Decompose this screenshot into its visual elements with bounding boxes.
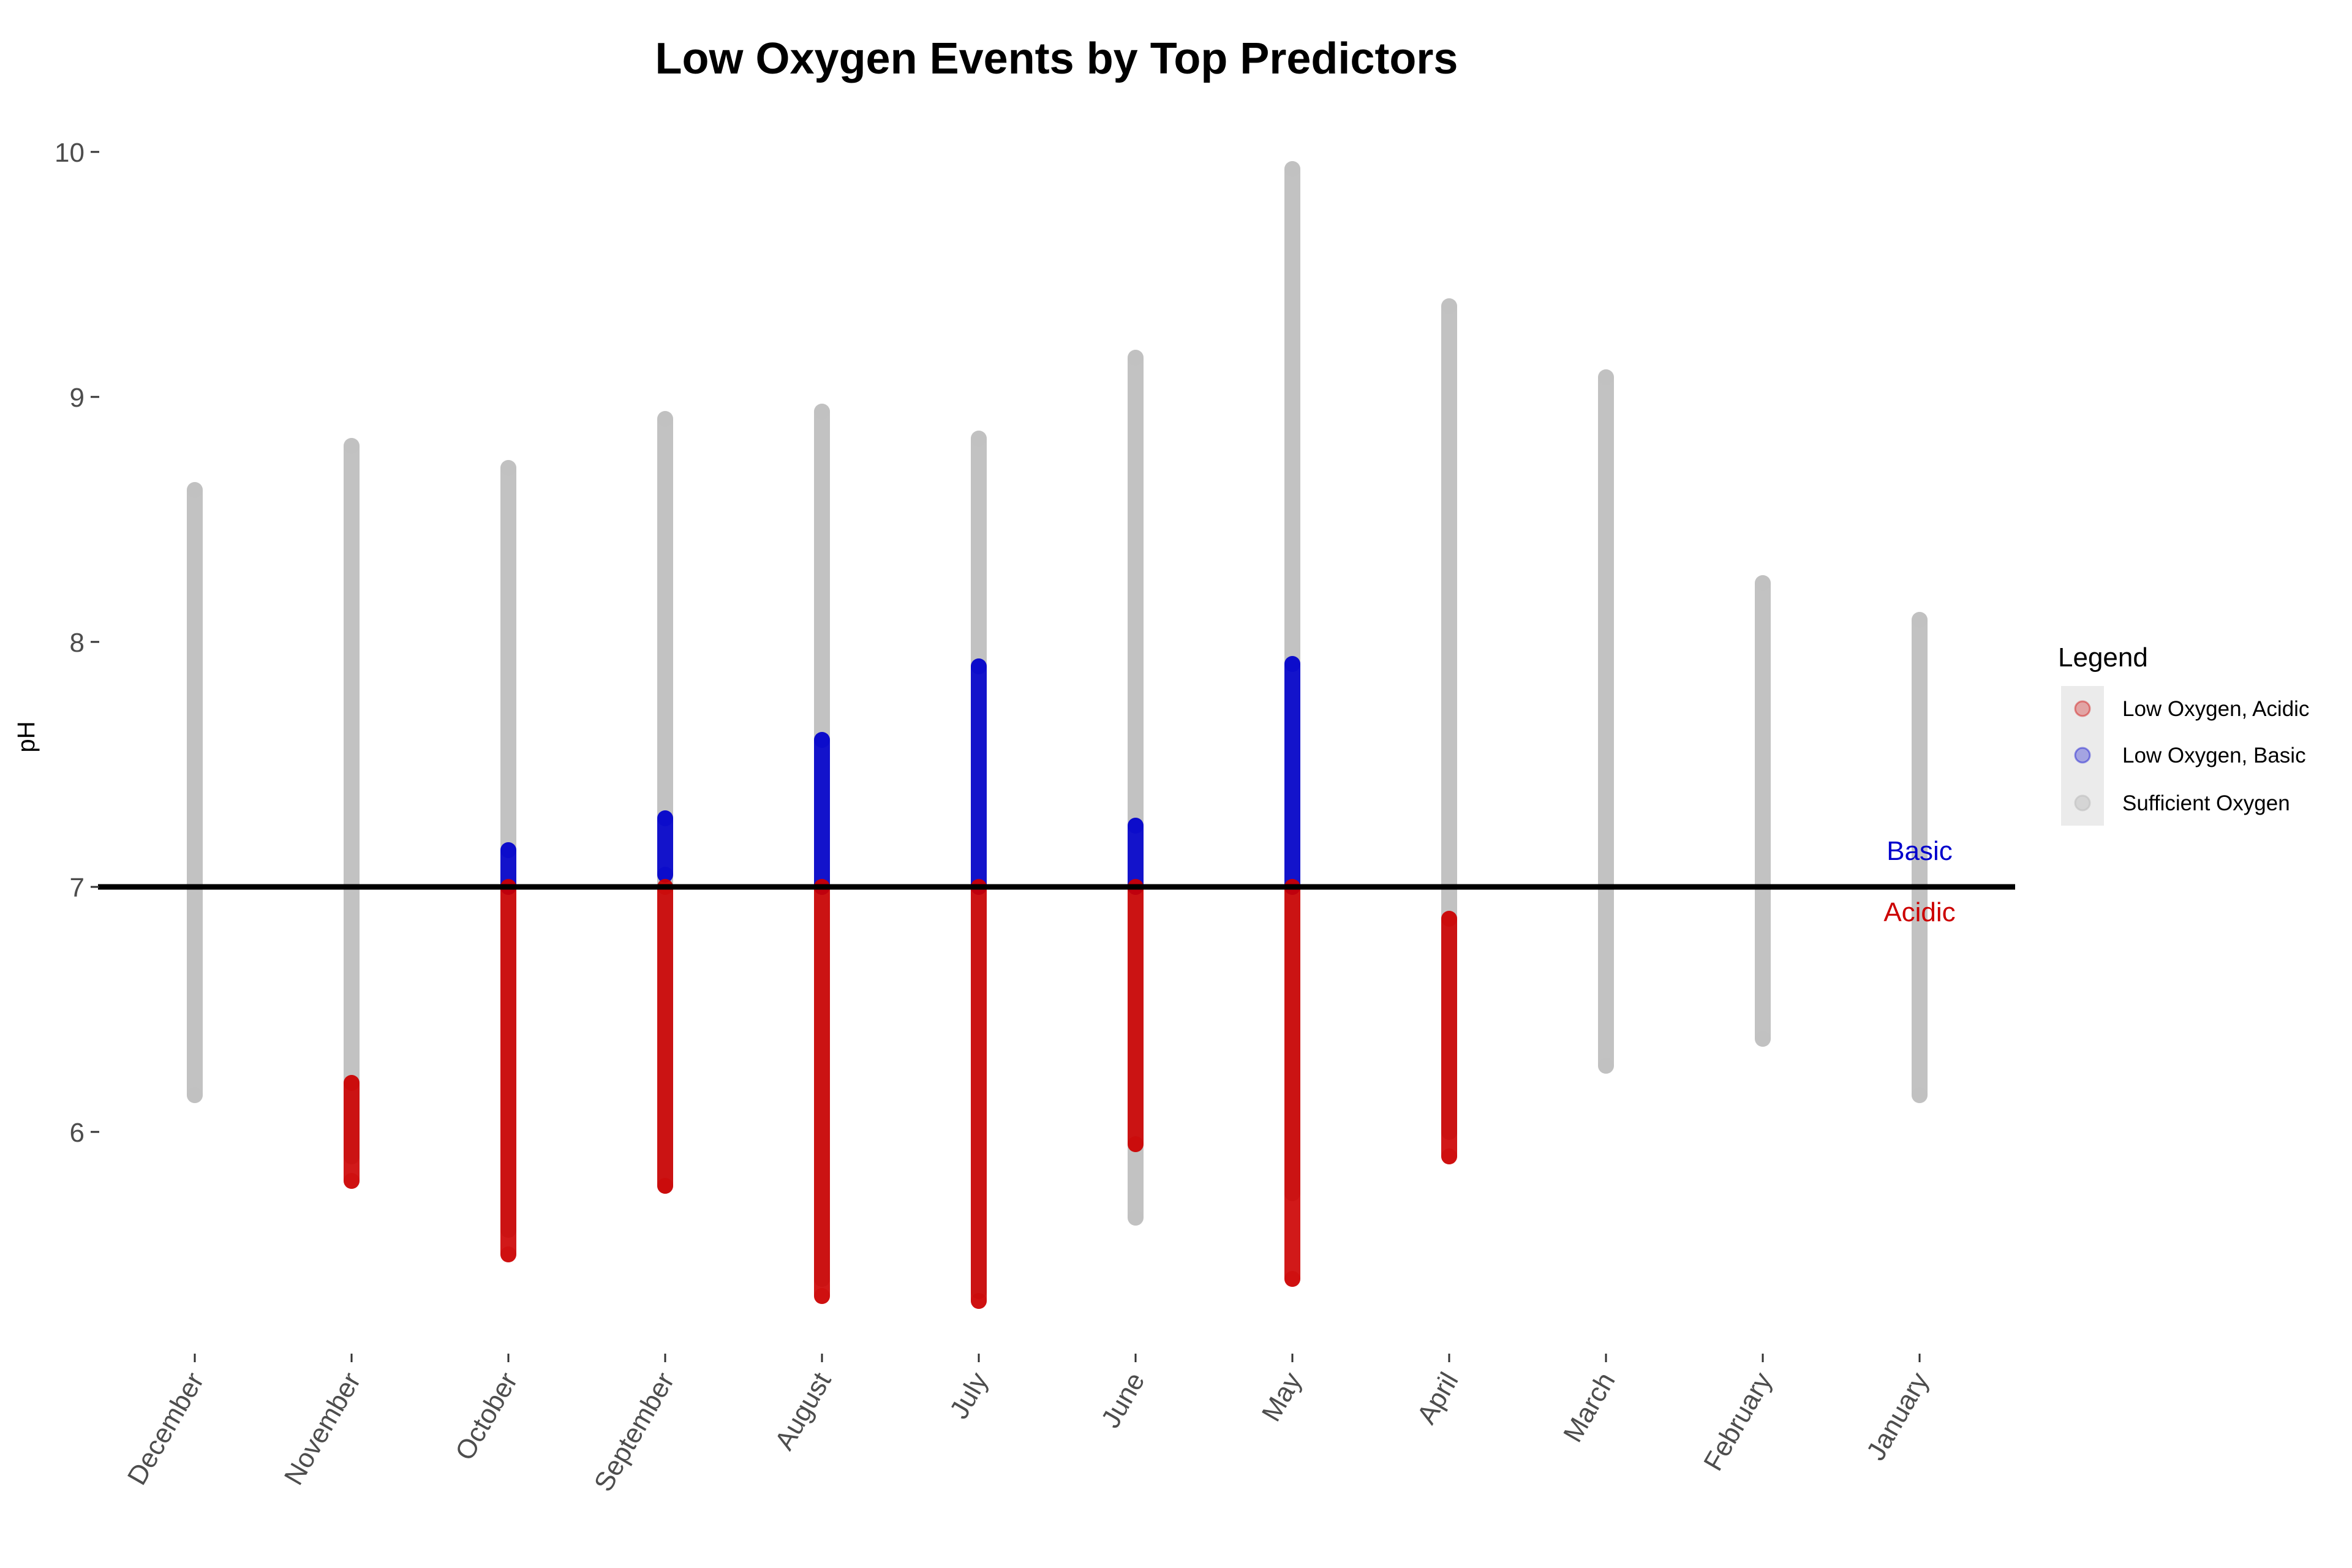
point-sufficient-oxygen-february-min (1755, 1031, 1771, 1047)
x-tick-label-may: May (1256, 1368, 1308, 1427)
x-tick-label-november: November (279, 1368, 367, 1490)
legend-key-low-oxygen-basic (2074, 747, 2091, 764)
point-sufficient-oxygen-july-max (971, 431, 987, 447)
point-sufficient-oxygen-march-min (1598, 1058, 1614, 1074)
point-low-oxygen-acidic-april-max (1441, 911, 1457, 927)
point-low-oxygen-acidic-november-min (344, 1173, 360, 1189)
annotation-basic: Basic (1887, 836, 1953, 866)
x-tick-label-june: June (1096, 1368, 1151, 1433)
series-low-oxygen-acidic (344, 879, 1457, 1309)
point-sufficient-oxygen-june-min (1128, 1210, 1144, 1226)
chart-title: Low Oxygen Events by Top Predictors (655, 34, 1458, 83)
point-low-oxygen-basic-june-max (1128, 818, 1144, 834)
x-tick-label-august: August (769, 1368, 837, 1455)
point-low-oxygen-basic-august-max (814, 732, 830, 748)
point-sufficient-oxygen-april-max (1441, 298, 1457, 314)
series-low-oxygen-basic (500, 656, 1300, 895)
point-sufficient-oxygen-january-min (1912, 1087, 1928, 1103)
legend-label-low-oxygen-acidic: Low Oxygen, Acidic (2122, 697, 2309, 721)
legend-label-sufficient-oxygen: Sufficient Oxygen (2122, 791, 2290, 815)
point-sufficient-oxygen-august-max (814, 404, 830, 420)
point-low-oxygen-basic-september-max (657, 810, 673, 826)
point-low-oxygen-basic-september-min (657, 867, 673, 883)
point-sufficient-oxygen-september-max (657, 411, 673, 427)
point-low-oxygen-basic-july-max (971, 658, 987, 674)
point-sufficient-oxygen-october-max (500, 460, 516, 476)
point-sufficient-oxygen-january-max (1912, 612, 1928, 628)
y-axis: 6 7 8 9 10 (55, 138, 99, 1148)
x-tick-label-july: July (944, 1368, 994, 1424)
x-tick-label-april: April (1411, 1368, 1464, 1430)
point-low-oxygen-basic-may-max (1284, 656, 1300, 672)
plot-area (187, 161, 1928, 1309)
point-low-oxygen-acidic-september-min (657, 1178, 673, 1194)
y-tick-label-6: 6 (70, 1118, 85, 1148)
x-tick-label-december: December (122, 1368, 210, 1490)
legend: Legend Low Oxygen, Acidic Low Oxygen, Ba… (2058, 643, 2309, 826)
y-axis-label: pH (13, 721, 40, 752)
point-low-oxygen-acidic-august-min (814, 1288, 830, 1304)
legend-key-low-oxygen-acidic (2074, 700, 2091, 717)
y-tick-label-10: 10 (55, 138, 85, 168)
x-tick-label-march: March (1558, 1368, 1621, 1447)
point-low-oxygen-acidic-october-min (500, 1246, 516, 1262)
point-sufficient-oxygen-february-max (1755, 575, 1771, 591)
x-axis: December November October September August Ju… (122, 1354, 1935, 1496)
y-tick-label-9: 9 (70, 383, 85, 413)
point-sufficient-oxygen-december-max (187, 482, 203, 498)
legend-key-sufficient-oxygen (2074, 794, 2091, 812)
point-low-oxygen-acidic-april-min (1441, 1148, 1457, 1164)
legend-title: Legend (2058, 643, 2148, 673)
x-tick-label-february: February (1698, 1368, 1777, 1476)
x-tick-label-september: September (589, 1368, 680, 1497)
x-tick-label-october: October (450, 1368, 524, 1466)
point-low-oxygen-acidic-june-min (1128, 1136, 1144, 1152)
point-sufficient-oxygen-may-max (1284, 161, 1300, 177)
y-tick-label-8: 8 (70, 628, 85, 658)
y-tick-label-7: 7 (70, 873, 85, 903)
point-low-oxygen-acidic-may-min (1284, 1271, 1300, 1287)
point-sufficient-oxygen-march-max (1598, 369, 1614, 385)
point-sufficient-oxygen-june-max (1128, 350, 1144, 366)
point-sufficient-oxygen-november-max (344, 438, 360, 454)
point-low-oxygen-basic-october-max (500, 842, 516, 858)
annotation-acidic: Acidic (1883, 897, 1955, 927)
legend-label-low-oxygen-basic: Low Oxygen, Basic (2122, 744, 2306, 767)
point-low-oxygen-acidic-november-max (344, 1075, 360, 1091)
series-sufficient-oxygen (187, 161, 1928, 1299)
x-tick-label-january: January (1861, 1368, 1935, 1466)
point-low-oxygen-acidic-july-min (971, 1293, 987, 1309)
point-sufficient-oxygen-december-min (187, 1087, 203, 1103)
annotations: Basic Acidic (1883, 836, 1955, 927)
